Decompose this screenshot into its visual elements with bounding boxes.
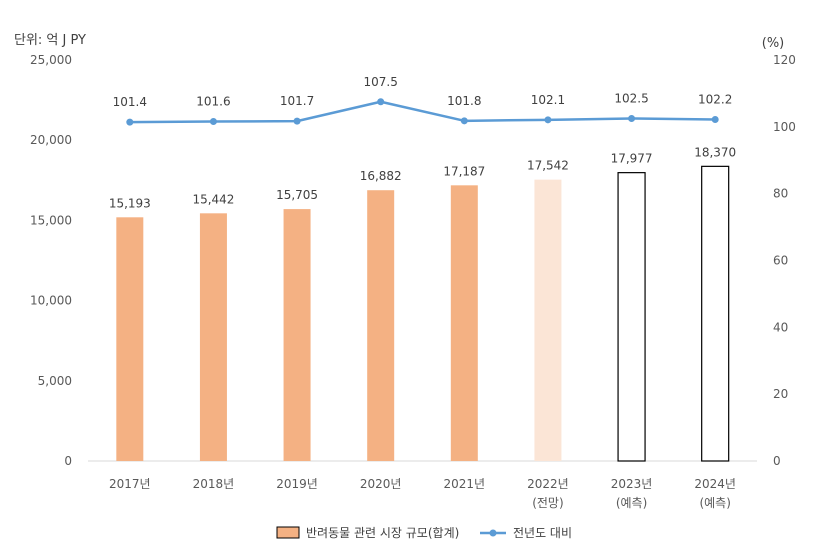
bar-value-label: 15,442 — [192, 192, 234, 206]
x-axis-tick-label: 2019년 — [276, 477, 318, 491]
right-axis-tick-label: 40 — [773, 320, 788, 334]
x-axis-tick-note: (전망) — [532, 496, 563, 510]
bar-value-label: 15,193 — [109, 196, 151, 210]
bar-data-labels: 15,193 15,442 15,705 16,882 17,187 17,542 17,9… — [109, 145, 736, 210]
x-axis-tick-note: (예측) — [616, 496, 647, 510]
line-value-label: 101.8 — [447, 94, 481, 108]
bar-series — [116, 165, 730, 462]
line-value-label: 102.2 — [698, 92, 732, 106]
right-axis-tick-label: 20 — [773, 387, 788, 401]
bar-value-label: 15,705 — [276, 188, 318, 202]
x-axis-tick-label: 2017년 — [109, 477, 151, 491]
bar-value-label: 17,187 — [443, 164, 485, 178]
bar — [450, 185, 478, 461]
left-axis-ticks: 0 5,000 10,000 15,000 20,000 25,000 — [30, 53, 72, 468]
right-axis-tick-label: 80 — [773, 187, 788, 201]
x-axis-tick-note: (예측) — [699, 496, 730, 510]
line-value-label: 107.5 — [364, 75, 398, 89]
right-axis-tick-label: 0 — [773, 454, 781, 468]
x-axis-tick-label: 2021년 — [444, 477, 486, 491]
x-axis-tick-label: 2018년 — [193, 477, 235, 491]
bar-value-label: 17,977 — [611, 152, 653, 166]
bar — [617, 172, 646, 462]
bar — [534, 179, 562, 461]
line-path — [129, 100, 716, 124]
line-point — [460, 117, 468, 125]
bar-value-label: 18,370 — [694, 145, 736, 159]
line-value-label: 101.7 — [280, 94, 314, 108]
left-axis-tick-label: 0 — [64, 454, 72, 468]
bar — [701, 165, 730, 462]
left-axis-tick-label: 20,000 — [30, 133, 72, 147]
left-axis-tick-label: 15,000 — [30, 213, 72, 227]
line-value-label: 102.5 — [614, 91, 648, 105]
line-value-label: 102.1 — [531, 93, 565, 107]
right-axis-tick-label: 120 — [773, 53, 796, 67]
left-axis-tick-label: 25,000 — [30, 53, 72, 67]
bar — [116, 217, 144, 461]
legend-bar-label: 반려동물 관련 시장 규모(합계) — [306, 526, 459, 540]
line-point — [544, 116, 552, 124]
legend-bar-swatch — [276, 526, 300, 539]
right-axis-unit-label: (%) — [762, 36, 785, 51]
line-value-label: 101.6 — [196, 94, 230, 108]
line-point — [377, 98, 385, 106]
legend: 반려동물 관련 시장 규모(합계) 전년도 대비 — [276, 526, 572, 540]
line-point — [209, 117, 217, 125]
left-axis-tick-label: 10,000 — [30, 294, 72, 308]
bar-value-label: 16,882 — [360, 169, 402, 183]
right-axis-ticks: 0 20 40 60 80 100 120 — [773, 53, 796, 468]
legend-line-label: 전년도 대비 — [513, 526, 572, 540]
x-axis-tick-label: 2022년 — [527, 477, 569, 491]
bar — [283, 209, 311, 461]
line-point — [293, 117, 301, 125]
x-axis-tick-label: 2020년 — [360, 477, 402, 491]
left-axis-unit-label: 단위: 억 J PY — [14, 33, 86, 48]
line-point — [126, 118, 134, 126]
bar — [367, 190, 395, 462]
x-axis-tick-label: 2023년 — [611, 477, 653, 491]
left-axis-tick-label: 5,000 — [38, 374, 72, 388]
legend-line-marker — [489, 529, 497, 537]
right-axis-tick-label: 100 — [773, 120, 796, 134]
x-axis-ticks: 2017년 2018년 2019년 2020년 2021년 2022년 (전망) 2023년 (… — [109, 477, 736, 510]
right-axis-tick-label: 60 — [773, 254, 788, 268]
line-data-labels: 101.4 101.6 101.7 107.5 101.8 102.1 102.5 102.2 — [113, 75, 733, 109]
line-point — [711, 115, 719, 123]
bar-value-label: 17,542 — [527, 159, 569, 173]
line-point — [628, 114, 636, 122]
line-series — [126, 98, 719, 126]
line-value-label: 101.4 — [113, 95, 147, 109]
x-axis-tick-label: 2024년 — [694, 477, 736, 491]
bar — [199, 213, 227, 461]
